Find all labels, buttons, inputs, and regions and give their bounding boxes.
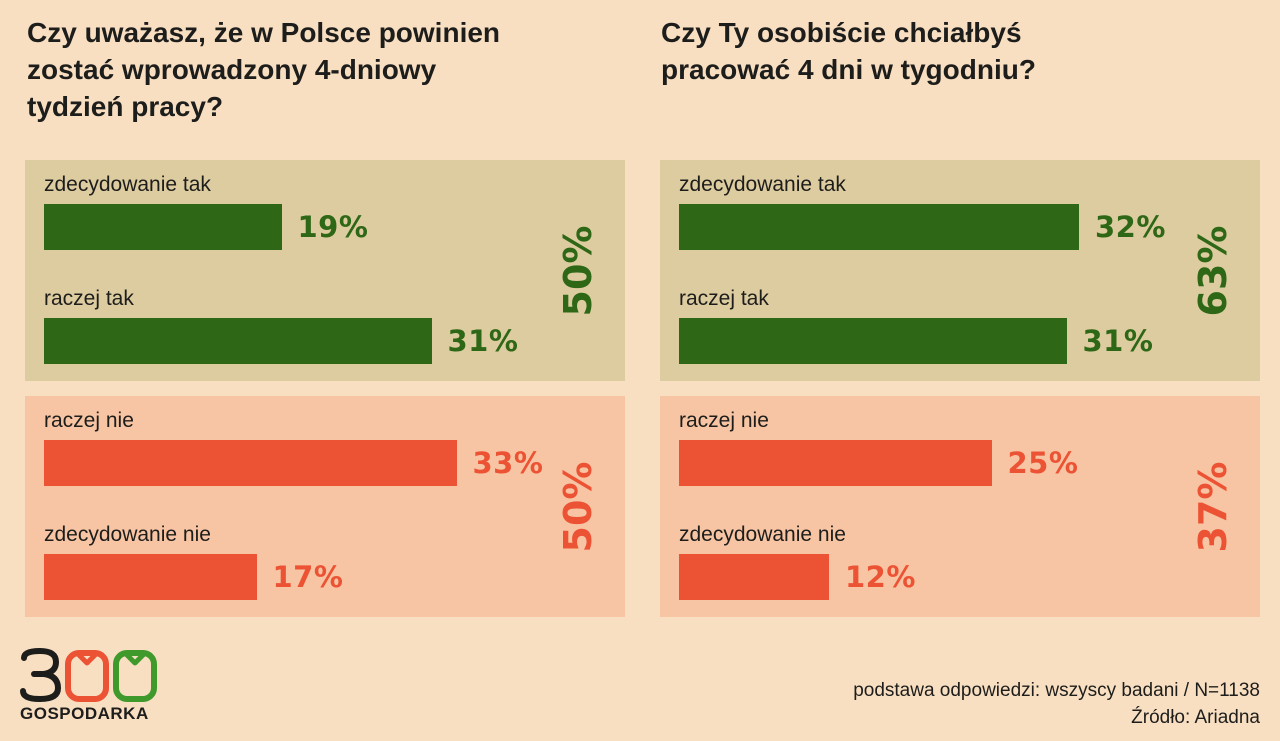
bar-zdecydowanie-tak	[679, 204, 1079, 250]
chart-1-positive-group: zdecydowanie tak 19% raczej tak 31% 50%	[25, 160, 625, 381]
bar-raczej-nie	[679, 440, 992, 486]
bar-raczej-tak	[44, 318, 432, 364]
category-label: raczej nie	[44, 409, 134, 432]
chart-title-2: Czy Ty osobiście chciałbyś pracować 4 dn…	[661, 17, 1036, 85]
footer-source: Źródło: Ariadna	[1131, 707, 1260, 728]
category-label: raczej tak	[44, 287, 134, 310]
data-label: 17%	[272, 560, 344, 594]
chart-2-negative-group: raczej nie 25% zdecydowanie nie 12% 37%	[660, 396, 1260, 617]
footer-base: podstawa odpowiedzi: wszyscy badani / N=…	[853, 680, 1260, 701]
data-label: 12%	[845, 560, 916, 594]
category-label: zdecydowanie nie	[44, 523, 211, 546]
chart-1-negative-group: raczej nie 33% zdecydowanie nie 17% 50%	[25, 396, 625, 617]
bar-zdecydowanie-nie	[44, 554, 257, 600]
data-label: 31%	[447, 324, 519, 358]
data-label: 25%	[1007, 446, 1079, 480]
group-total: 50%	[556, 225, 600, 316]
chart-2-positive-group: zdecydowanie tak 32% raczej tak 31% 63%	[660, 160, 1260, 381]
data-label: 31%	[1082, 324, 1154, 358]
logo-300-icon	[20, 648, 157, 702]
footer: podstawa odpowiedzi: wszyscy badani / N=…	[853, 677, 1260, 731]
logo-300-gospodarka: GOSPODARKA	[20, 648, 160, 724]
bar-raczej-tak	[679, 318, 1067, 364]
category-label: zdecydowanie tak	[679, 173, 846, 196]
data-label: 33%	[472, 446, 544, 480]
group-total: 50%	[556, 461, 600, 552]
logo-mark	[20, 648, 160, 702]
bar-raczej-nie	[44, 440, 457, 486]
data-label: 32%	[1095, 210, 1166, 244]
bar-zdecydowanie-tak	[44, 204, 282, 250]
chart-title-1: Czy uważasz, że w Polsce powinien zostać…	[27, 17, 501, 122]
bar-zdecydowanie-nie	[679, 554, 829, 600]
group-total: 63%	[1191, 225, 1235, 316]
group-total: 37%	[1191, 461, 1235, 552]
logo-text: GOSPODARKA	[20, 704, 149, 723]
category-label: zdecydowanie nie	[679, 523, 846, 546]
category-label: zdecydowanie tak	[44, 173, 211, 196]
data-label: 19%	[297, 210, 369, 244]
category-label: raczej tak	[679, 287, 769, 310]
category-label: raczej nie	[679, 409, 769, 432]
